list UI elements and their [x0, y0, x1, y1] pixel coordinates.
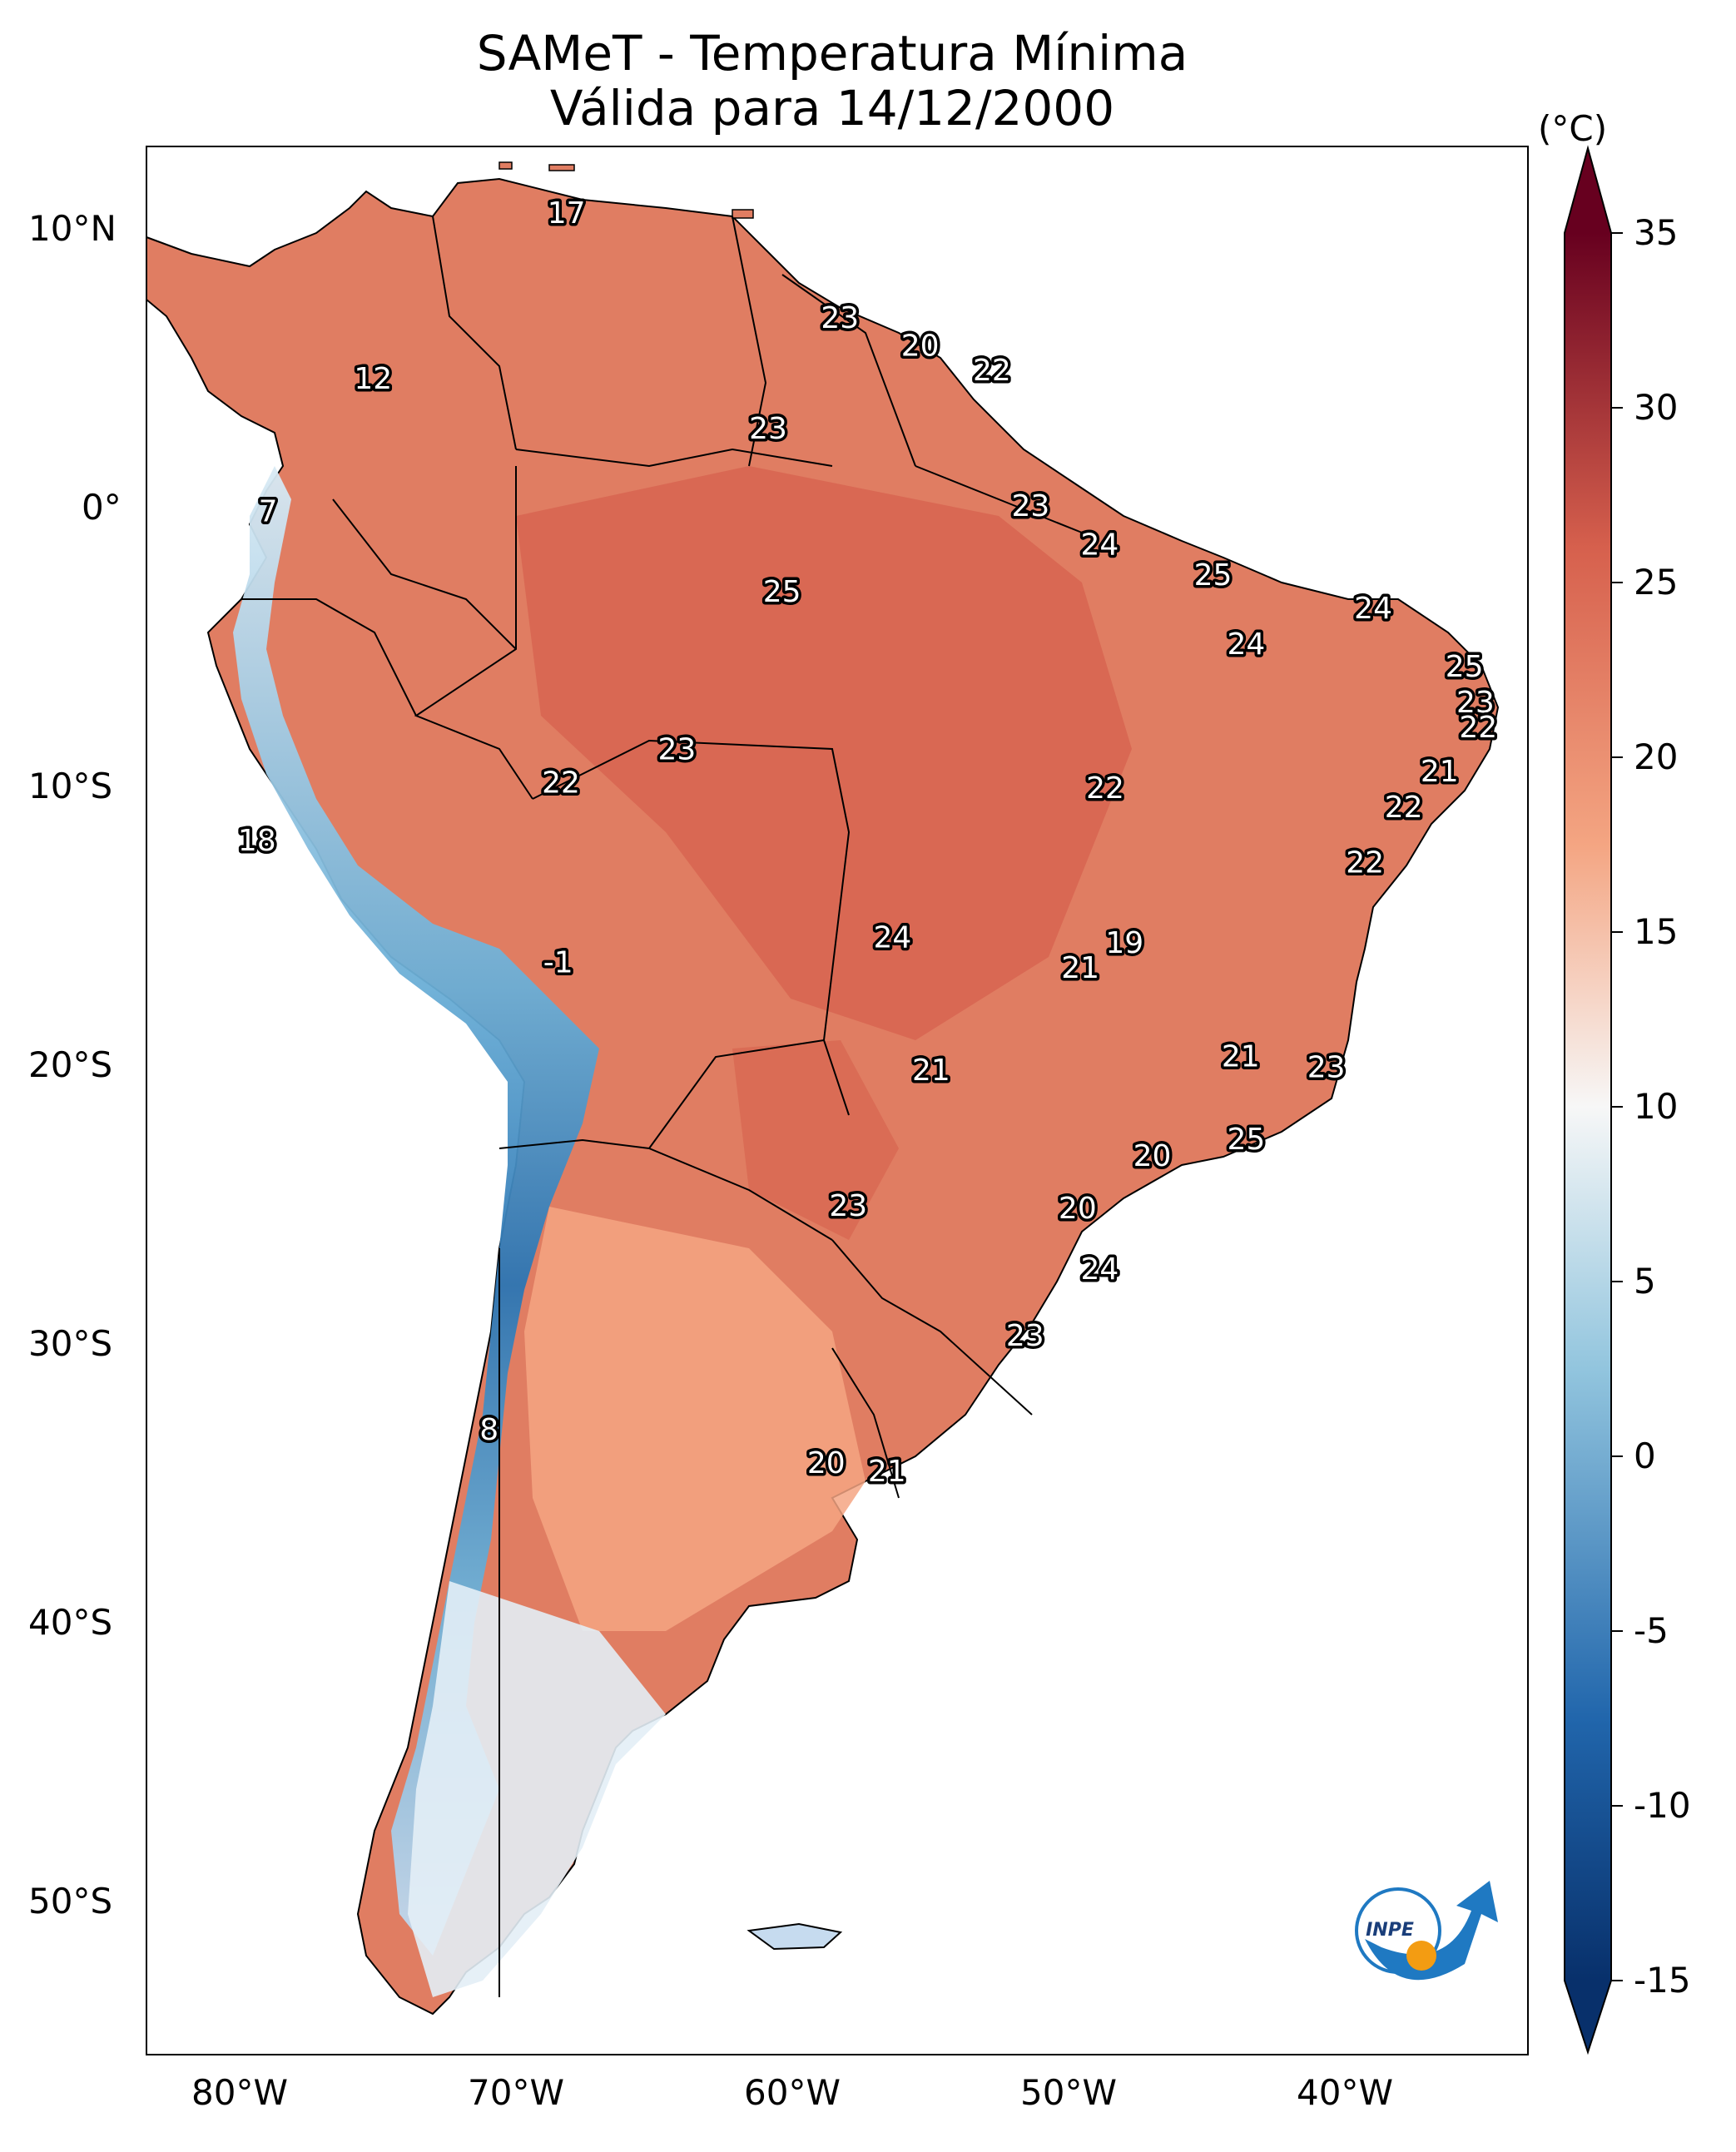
- colorbar-tick-label: 5: [1634, 1261, 1656, 1302]
- cool-zone-patagonia: [408, 1581, 666, 1997]
- country-borders: [241, 216, 1083, 1997]
- station-value-label: 25: [763, 575, 801, 609]
- station-value-label: 22: [542, 766, 580, 800]
- lat-tick-10n: 10°N: [28, 208, 117, 249]
- colorbar-tick-label: -15: [1634, 1960, 1691, 2001]
- station-value-label: 21: [868, 1455, 906, 1489]
- lon-tick-40w: 40°W: [1297, 2072, 1393, 2113]
- colorbar-tick-label: 25: [1634, 562, 1679, 602]
- map-subtitle: Válida para 14/12/2000: [549, 80, 1115, 136]
- station-value-label: 22: [1385, 791, 1423, 825]
- map-title: SAMeT - Temperatura Mínima: [476, 25, 1188, 82]
- station-value-label: 25: [1446, 650, 1484, 684]
- station-value-label: 18: [238, 824, 276, 858]
- plot-frame: [146, 146, 1529, 2055]
- station-value-label: 23: [829, 1189, 867, 1223]
- station-value-label: 22: [1346, 846, 1384, 880]
- colorbar-tick-label: 35: [1634, 212, 1679, 253]
- colorbar-tick-label: 30: [1634, 387, 1679, 428]
- lon-tick-60w: 60°W: [744, 2072, 841, 2113]
- colorbar: [1564, 145, 1623, 2055]
- station-value-label: 24: [1080, 528, 1118, 563]
- station-value-label: 8: [479, 1413, 498, 1447]
- colorbar-tick-label: -10: [1634, 1785, 1691, 1826]
- station-value-label: 23: [658, 732, 697, 766]
- station-value-label: 22: [973, 354, 1011, 388]
- station-value-label: 20: [1133, 1139, 1172, 1173]
- station-values: 1712718232022232324252424252322212222252…: [235, 193, 1500, 1491]
- station-value-label: 25: [1227, 1123, 1265, 1157]
- station-value-label: 20: [1059, 1192, 1097, 1226]
- station-value-label: 17: [548, 196, 586, 231]
- logo-text: INPE: [1366, 1920, 1414, 1941]
- station-value-label: 24: [1080, 1252, 1118, 1287]
- logo-sun: [1406, 1941, 1436, 1971]
- lat-tick-0: 0°: [82, 487, 122, 528]
- inpe-logo: INPE: [1355, 1881, 1498, 1981]
- lat-tick-50s: 50°S: [28, 1881, 113, 1921]
- station-value-label: 21: [1222, 1039, 1260, 1074]
- warm-zone-amazon: [516, 466, 1132, 1040]
- station-value-label: 23: [1006, 1319, 1044, 1353]
- station-value-label: 7: [259, 495, 278, 529]
- station-value-label: 20: [807, 1446, 846, 1480]
- colorbar-tick-label: 0: [1634, 1435, 1656, 1476]
- mild-zone-pampas: [524, 1207, 866, 1631]
- station-value-label: 12: [354, 362, 392, 396]
- cold-zone-andes: [233, 466, 599, 1956]
- colorbar-gradient: [1565, 233, 1611, 1981]
- colorbar-tick-label: -5: [1634, 1610, 1669, 1651]
- lat-tick-10s: 10°S: [28, 766, 113, 806]
- station-value-label: 21: [912, 1054, 950, 1088]
- station-value-label: 23: [821, 301, 859, 335]
- station-value-label: 24: [1227, 627, 1265, 662]
- colorbar-min-extension: [1565, 1981, 1611, 2052]
- station-value-label: 25: [1194, 558, 1233, 593]
- station-value-label: 21: [1061, 951, 1099, 985]
- warm-zone-chaco: [732, 1040, 899, 1240]
- station-value-label: 23: [1307, 1051, 1346, 1085]
- station-value-label: 22: [1086, 771, 1124, 806]
- station-value-label: 24: [1354, 592, 1392, 626]
- station-value-label: 23: [749, 412, 787, 446]
- lat-tick-40s: 40°S: [28, 1602, 113, 1643]
- station-value-label: 23: [1456, 686, 1495, 720]
- colorbar-max-extension: [1565, 148, 1611, 233]
- lon-tick-80w: 80°W: [191, 2072, 288, 2113]
- lon-tick-50w: 50°W: [1020, 2072, 1117, 2113]
- lat-tick-30s: 30°S: [28, 1323, 113, 1364]
- lat-tick-20s: 20°S: [28, 1044, 113, 1085]
- colorbar-tick-label: 15: [1634, 911, 1679, 952]
- station-value-label: 23: [1011, 489, 1049, 523]
- colorbar-tick-label: 10: [1634, 1086, 1679, 1127]
- station-value-label: 22: [1459, 711, 1497, 745]
- station-value-label: 24: [873, 920, 911, 955]
- falkland-islands: [746, 1922, 843, 1951]
- colorbar-unit: (°C): [1538, 108, 1608, 149]
- station-value-label: -1: [543, 945, 573, 979]
- logo-arrow: [1365, 1881, 1498, 1981]
- colorbar-tick-label: 20: [1634, 736, 1679, 777]
- lon-tick-70w: 70°W: [468, 2072, 564, 2113]
- caribbean-islands: [498, 161, 754, 219]
- station-value-label: 19: [1105, 926, 1143, 960]
- station-value-label: 21: [1421, 755, 1459, 789]
- station-value-label: 20: [901, 329, 940, 363]
